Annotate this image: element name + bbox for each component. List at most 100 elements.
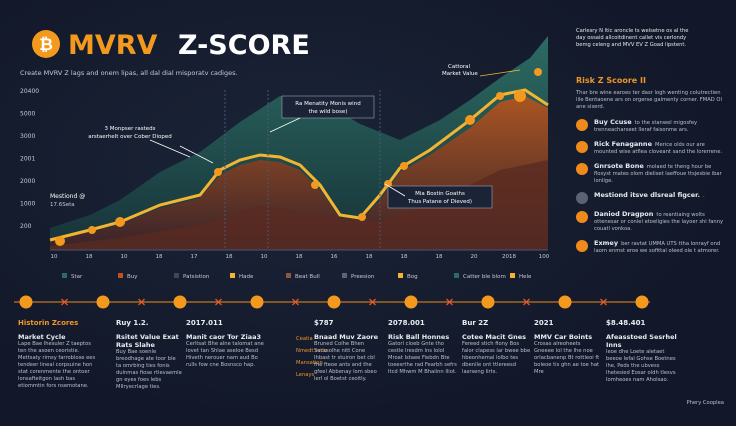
timeline-text: Fereed stich fiony Bos falor clapess lar…: [462, 341, 531, 375]
timeline-x: [61, 298, 68, 306]
arrow: [479, 69, 521, 77]
dot: [311, 181, 319, 189]
note-box: [281, 95, 375, 119]
arrow: [384, 183, 406, 197]
y-label: 5000: [20, 111, 35, 118]
lower-area: [50, 160, 548, 250]
annotation: Ra Menatity Monis wind: [295, 101, 360, 107]
note-line: bemg celeng and MVV EV Z Goad lipstent.: [576, 42, 687, 48]
x-label: 10: [121, 254, 128, 260]
timeline-date: Ruy 1.2.: [116, 319, 149, 327]
timeline-date: 2017.011: [186, 319, 223, 327]
timeline-item: Mansation: [296, 360, 323, 366]
annotation: arstaerhelt over Cober Dioped: [88, 134, 171, 140]
timeline-column: 2078.001 Risk Ball Honnes Gatorl cloeb Gnt…: [388, 319, 458, 376]
title-b: Z-SCORE: [178, 30, 310, 61]
x-label: 18: [436, 254, 443, 260]
annotation: Mestiond @: [50, 193, 85, 200]
x-label: 16: [331, 254, 338, 260]
z-line: [49, 88, 549, 242]
side-label: Gnrsote Bone: [594, 162, 644, 170]
annotation: Cattoral: [448, 64, 471, 70]
timeline-x: [446, 298, 453, 306]
timeline-item: Ceatia: [296, 336, 313, 342]
side-text: Rick Fenaganne Merice olds our are mounte…: [594, 141, 728, 156]
timeline-column: $787 Bnaad Muv Zaore Bruned Colhe Bhen Sac…: [314, 319, 382, 383]
legend-label: Hade: [239, 274, 254, 280]
y-label: 200: [20, 223, 32, 230]
legend-swatch: [62, 273, 67, 278]
x-labels: 10 18 10 18 17 18 10 18 16 18 18 18 20 2018 100: [51, 254, 550, 260]
side-desc: Merice olds our are mounted wise atflea …: [594, 142, 723, 155]
timeline-text: leoe dhe Loete aletaet beeoe lefal Gohse…: [606, 349, 676, 383]
side-label: Exmey: [594, 239, 619, 247]
x-label: 2018: [502, 254, 516, 260]
x-label: 100: [539, 254, 550, 260]
side-desc: ber ravtat UMMA UTS ttha lonrayf ond lao…: [594, 241, 721, 254]
timeline-heading: Afeasstoed Sesrhel Inns: [606, 333, 677, 349]
legend-swatch: [510, 273, 515, 278]
y-label: 2001: [20, 156, 35, 163]
timeline-coin: [250, 295, 264, 309]
side-items: Buy Ccuse to the stanwel migosfey trennea…: [576, 119, 728, 255]
timeline-coin: [173, 295, 187, 309]
chart-area: [49, 36, 549, 251]
timeline-coin: [19, 295, 33, 309]
legend-label: Preesion: [351, 274, 375, 280]
x-label: 18: [156, 254, 163, 260]
side-text: Gnrsote Bone molaed te theng hour be flos…: [594, 163, 728, 185]
timeline-column: Ruy 1.2. Rsitet Value Exat Rats Slahe Buy …: [116, 319, 182, 391]
timeline-date: Historin Zcores: [18, 319, 79, 327]
legend-label: Beat Bull: [295, 274, 320, 280]
legend-swatch: [342, 273, 347, 278]
arrow: [179, 145, 214, 164]
annotation: the wild bose): [309, 109, 348, 115]
timeline-x: [369, 298, 376, 306]
timeline-coin: [327, 295, 341, 309]
side-text: Buy Ccuse to the stanwel migosfey trennea…: [594, 119, 728, 134]
dot: [115, 217, 125, 227]
legend-label: Bog: [407, 274, 418, 280]
dot: [55, 236, 65, 246]
x-label: 18: [86, 254, 93, 260]
x-label: 10: [51, 254, 58, 260]
timeline-coin: [558, 295, 572, 309]
side-icon: [576, 163, 588, 175]
side-item: Buy Ccuse to the stanwel migosfey trennea…: [576, 119, 728, 134]
timeline-column: Historin Zcores Market Cycle Lape Bae lhes…: [18, 319, 98, 390]
side-icon: [576, 141, 588, 153]
bitcoin-logo: [32, 30, 60, 58]
timeline-column: $8.48.401 Afeasstoed Sesrhel Inns leoe dhe…: [606, 319, 682, 384]
timeline-text: Lape Bae lhesuler Z taeptos ten the asoe…: [18, 341, 96, 389]
legend-label: Catter ble blom: [463, 274, 506, 280]
timeline-heading: Manit caor Tor Ziaa3: [186, 333, 261, 341]
note-line: Carlesry N ltic aroncle ts welsetne os a…: [576, 28, 689, 34]
timeline-x: [292, 298, 299, 306]
timeline-date: $8.48.401: [606, 319, 646, 327]
x-label: 18: [226, 254, 233, 260]
subtitle: Create MVRV Z lags and onem lipas, all d…: [20, 69, 238, 77]
top-note: Carlesry N ltic aroncle ts welsetne os a…: [576, 28, 732, 49]
timeline-heading: MMV Car Boints: [534, 333, 593, 341]
x-label: 18: [296, 254, 303, 260]
side-text: Mestiond itsve dlsreal figcer..: [594, 192, 705, 204]
side-icon: [576, 119, 588, 131]
timeline-x: [215, 298, 222, 306]
side-icon: [576, 211, 588, 223]
dot: [400, 162, 408, 170]
timeline-nodes: [19, 295, 649, 309]
timeline-x: [138, 298, 145, 306]
timeline-text: Cerltsat Bhe alne talomat ane lovet tan …: [186, 341, 264, 368]
timeline-text: Bruned Colhe Bhen Sacssolhe nitt Cone Ih…: [314, 341, 377, 382]
side-icon: [576, 240, 588, 252]
note-box: [387, 185, 493, 209]
timeline-column: 2021 MMV Car Boints Crosas alreoheets Gnee…: [534, 319, 600, 376]
annotation: Mia Bostin Goaths: [415, 191, 465, 197]
side-panel: Risk Z Scoore II Thar bre wine earoes te…: [576, 76, 728, 262]
dot: [496, 92, 504, 100]
side-label: Daniod Dragpon: [594, 210, 654, 218]
legend-swatch: [286, 273, 291, 278]
legend-swatch: [454, 273, 459, 278]
timeline-coin: [635, 295, 649, 309]
